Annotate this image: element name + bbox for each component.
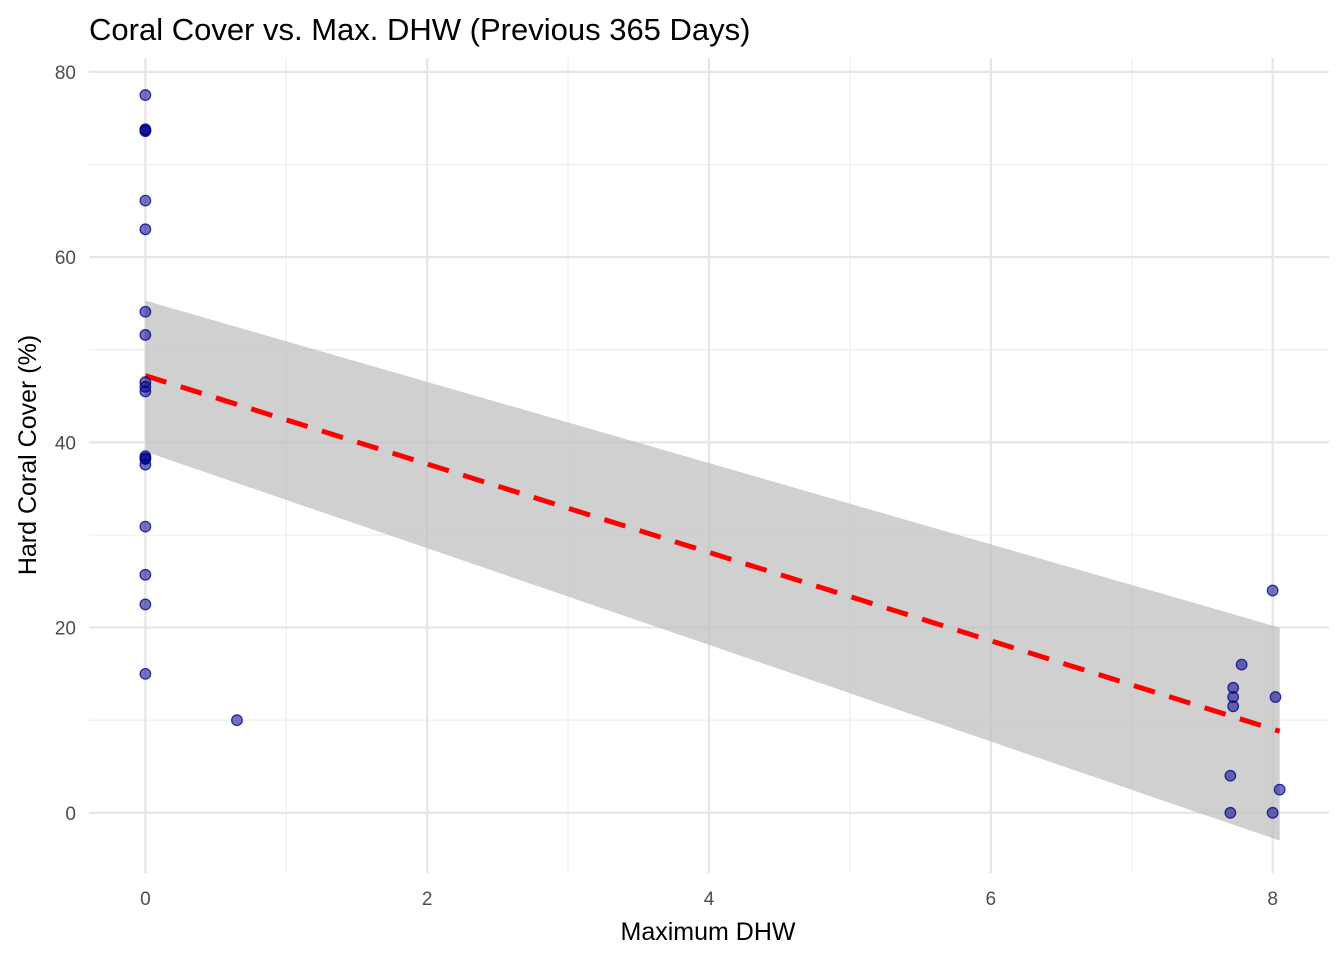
data-point: [139, 667, 152, 680]
x-tick-label: 6: [986, 889, 997, 910]
data-points: [139, 89, 1286, 819]
x-axis-ticks: 0 2 4 6 8: [140, 889, 1278, 910]
confidence-band-area: [145, 300, 1280, 841]
data-point: [139, 452, 152, 464]
y-tick-label: 20: [55, 619, 76, 640]
chart-title: Coral Cover vs. Max. DHW (Previous 365 D…: [89, 12, 751, 47]
y-tick-label: 40: [55, 433, 76, 454]
data-point: [139, 223, 152, 236]
x-tick-label: 8: [1267, 889, 1278, 910]
data-point: [1224, 769, 1237, 782]
x-tick-label: 4: [704, 889, 715, 910]
data-point: [1266, 806, 1279, 819]
y-axis-ticks: 0 20 40 60 80: [55, 63, 76, 825]
x-tick-label: 2: [422, 889, 433, 910]
data-point: [139, 305, 152, 318]
y-axis-title: Hard Coral Cover (%): [14, 335, 42, 575]
data-point: [1273, 783, 1286, 796]
data-point: [139, 89, 152, 101]
y-tick-label: 60: [55, 248, 76, 269]
trend-line-group: [144, 373, 1281, 734]
data-point: [139, 520, 152, 533]
confidence-band: [145, 300, 1280, 841]
data-point: [139, 194, 152, 207]
data-point: [1224, 806, 1237, 819]
y-tick-label: 80: [55, 63, 76, 84]
data-point: [139, 598, 152, 611]
data-point: [231, 714, 243, 727]
data-point: [1235, 658, 1248, 671]
data-point: [1266, 584, 1279, 597]
data-point: [1227, 700, 1240, 713]
data-point: [1269, 691, 1282, 703]
data-point: [139, 568, 152, 581]
x-axis-title: Maximum DHW: [621, 918, 796, 946]
data-point: [139, 124, 152, 137]
y-tick-label: 0: [65, 804, 76, 825]
x-tick-label: 0: [140, 889, 151, 910]
data-point: [139, 329, 152, 341]
trend-line: [144, 373, 1281, 734]
data-point: [139, 385, 152, 398]
